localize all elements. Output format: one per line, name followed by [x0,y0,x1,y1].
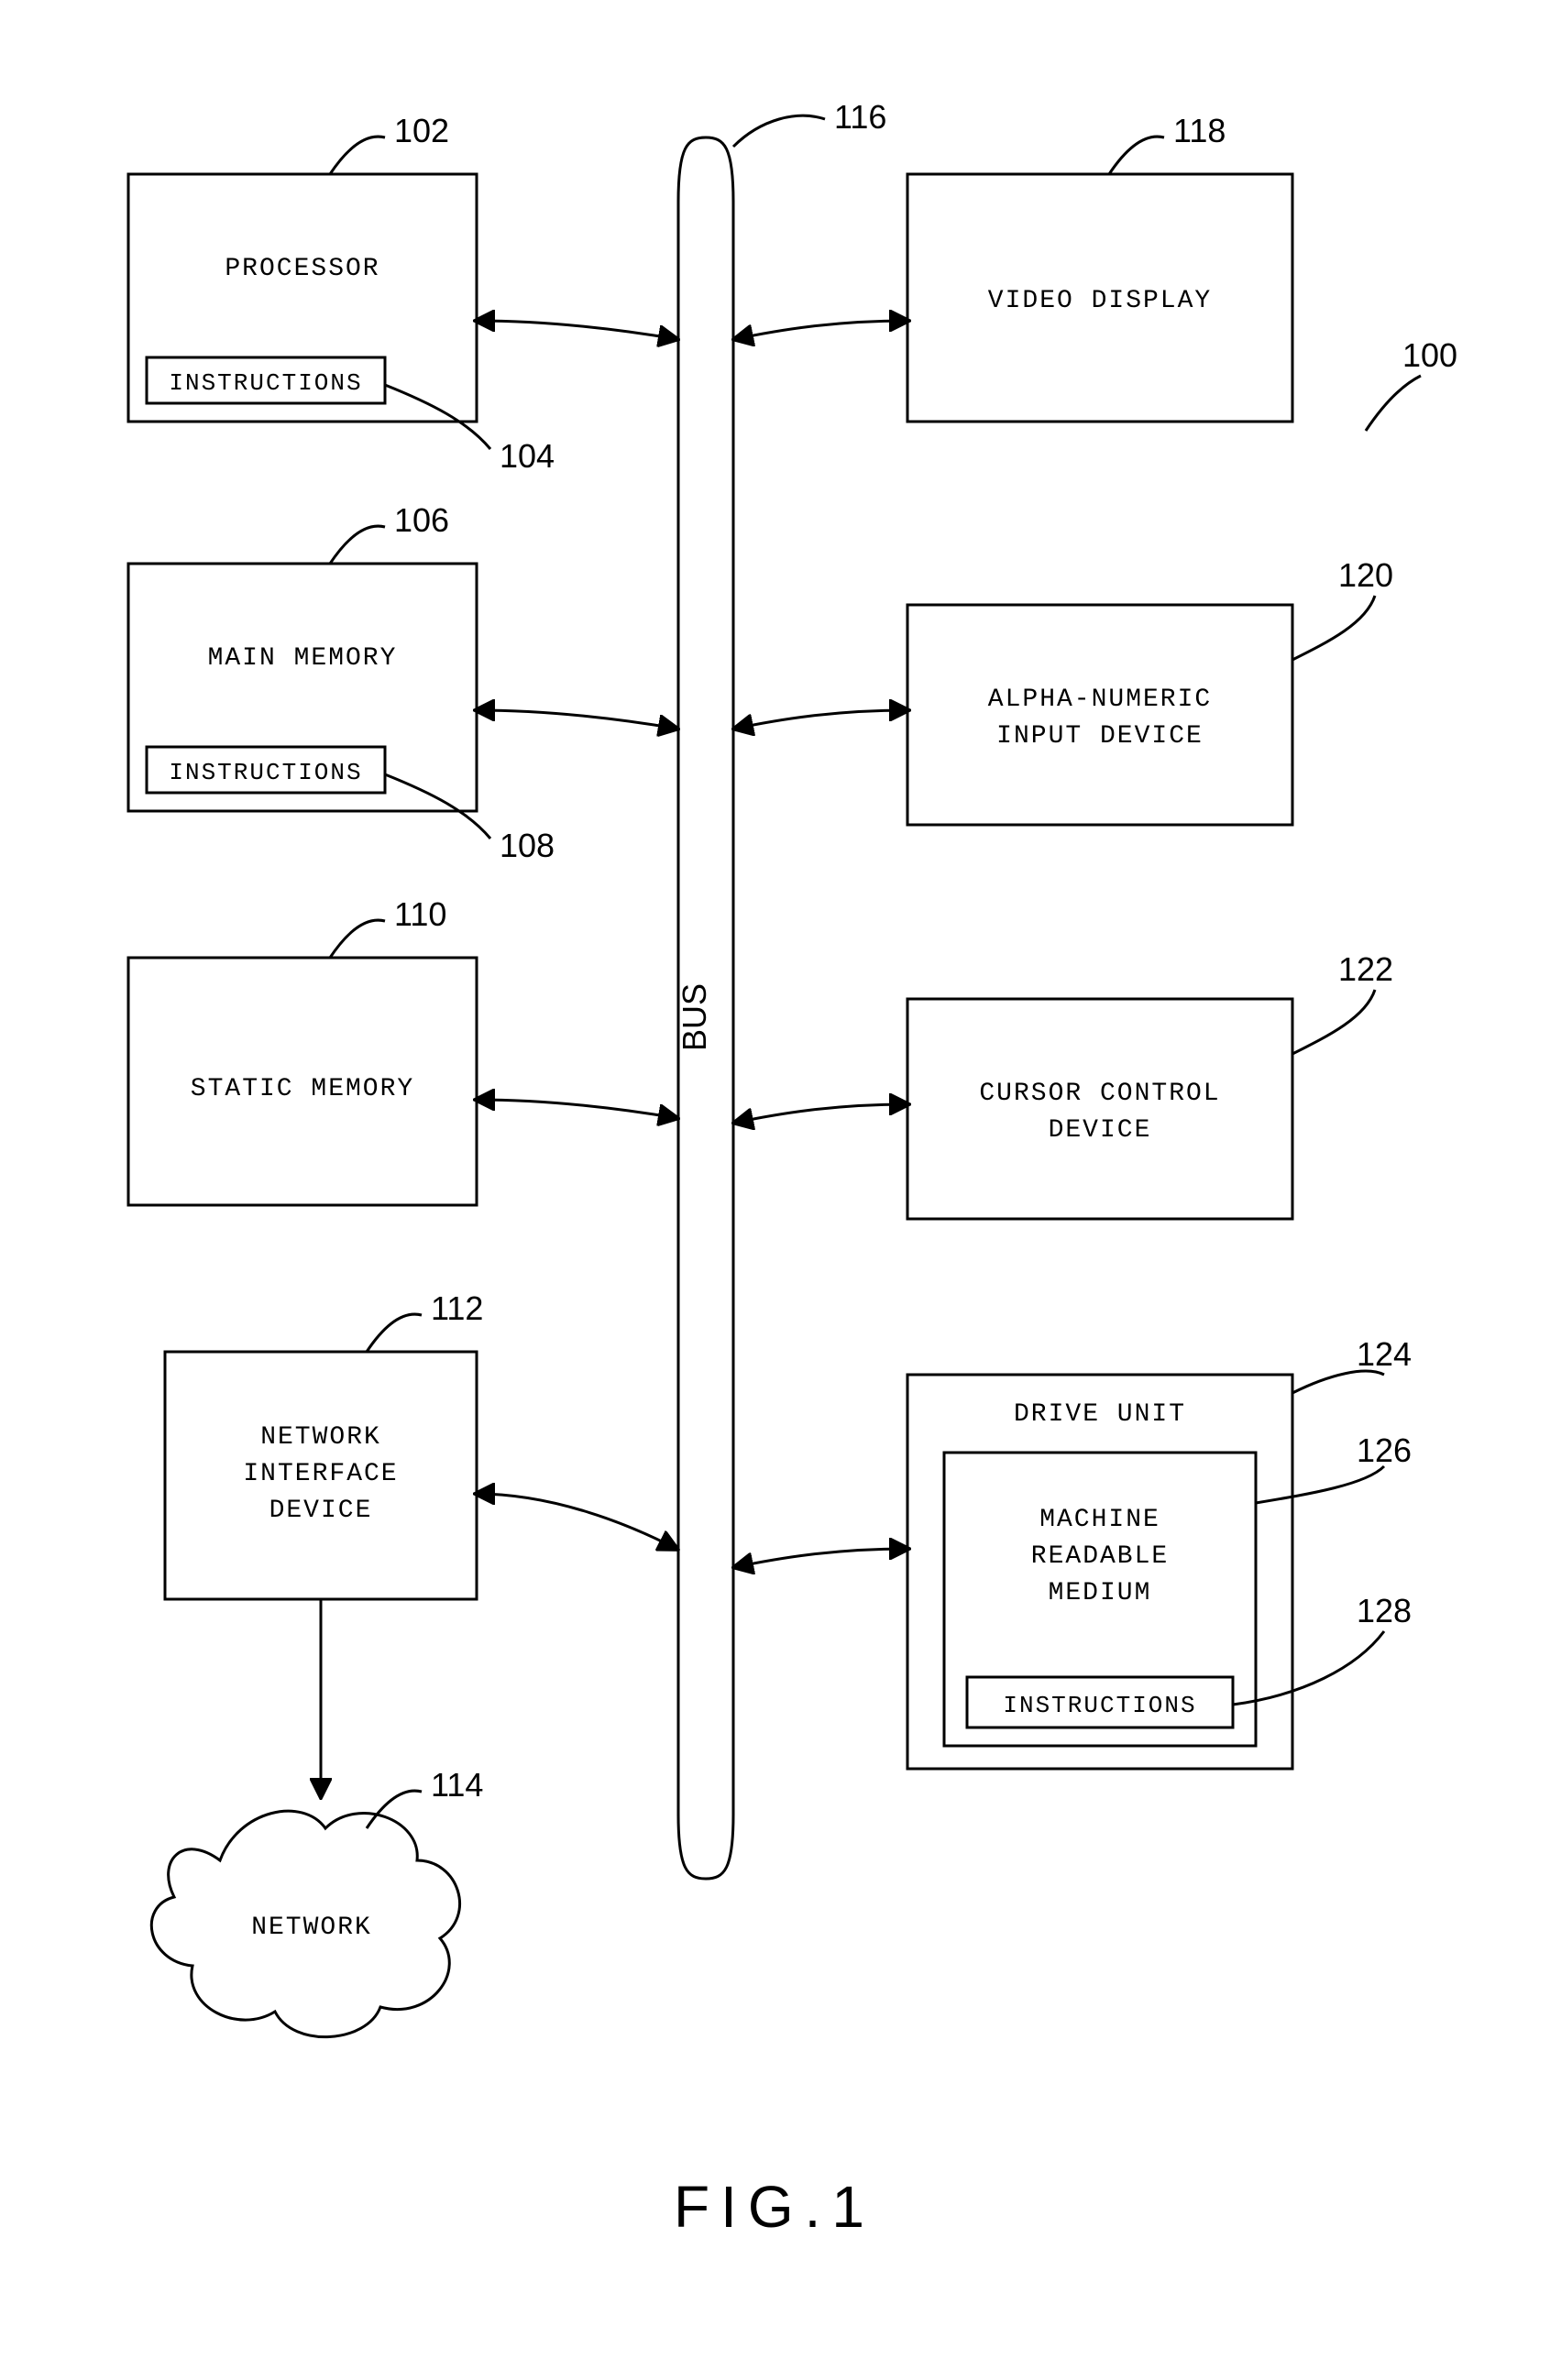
video-display-label: VIDEO DISPLAY [988,287,1212,315]
ref-124: 124 [1357,1335,1412,1373]
ref-114: 114 [431,1766,483,1804]
medium-label-3: MEDIUM [1049,1579,1152,1607]
ref-108: 108 [500,827,555,864]
main-memory-block: MAIN MEMORY INSTRUCTIONS 106 108 [128,501,676,864]
medium-label-1: MACHINE [1039,1506,1160,1534]
main-memory-label: MAIN MEMORY [208,644,398,673]
ref-128: 128 [1357,1592,1412,1629]
nic-label-1: NETWORK [260,1423,381,1452]
alpha-numeric-block: ALPHA-NUMERIC INPUT DEVICE 120 [735,556,1393,825]
static-memory-block: STATIC MEMORY 110 [128,895,676,1205]
ref-104: 104 [500,437,555,475]
ref-112: 112 [431,1289,483,1327]
cursor-control-block: CURSOR CONTROL DEVICE 122 [735,950,1393,1219]
processor-label: PROCESSOR [225,255,379,283]
bus: BUS 116 [676,98,886,1879]
processor-instructions-label: INSTRUCTIONS [169,369,362,397]
ref-100: 100 [1402,336,1457,374]
nic-label-3: DEVICE [269,1497,373,1525]
alpha-label-1: ALPHA-NUMERIC [988,685,1212,714]
nic-label-2: INTERFACE [243,1460,398,1488]
ref-106: 106 [394,501,449,539]
drive-unit-block: DRIVE UNIT MACHINE READABLE MEDIUM INSTR… [735,1335,1412,1769]
main-memory-instructions-label: INSTRUCTIONS [169,759,362,786]
ref-118: 118 [1173,112,1226,149]
network-cloud: NETWORK 114 [151,1766,483,2037]
ref-122: 122 [1338,950,1393,988]
ref-102: 102 [394,112,449,149]
static-memory-label: STATIC MEMORY [191,1075,414,1103]
ref-110: 110 [394,895,446,933]
video-display-block: VIDEO DISPLAY 118 [735,112,1292,422]
drive-unit-label: DRIVE UNIT [1014,1400,1186,1429]
processor-block: PROCESSOR INSTRUCTIONS 102 104 [128,112,676,475]
bus-label: BUS [676,983,713,1051]
drive-instructions-label: INSTRUCTIONS [1003,1692,1196,1719]
nic-block: NETWORK INTERFACE DEVICE 112 [165,1289,676,1796]
ref-126: 126 [1357,1431,1412,1469]
alpha-label-2: INPUT DEVICE [996,722,1204,751]
ref-120: 120 [1338,556,1393,594]
figure-label: FIG.1 [674,2174,875,2240]
diagram: BUS 116 PROCESSOR INSTRUCTIONS 102 104 M… [0,0,1550,2380]
ref-116: 116 [834,98,886,136]
network-label: NETWORK [251,1914,372,1942]
cursor-label-2: DEVICE [1049,1116,1152,1145]
system-ref: 100 [1366,336,1457,431]
cursor-label-1: CURSOR CONTROL [979,1080,1220,1108]
medium-label-2: READABLE [1031,1542,1169,1571]
